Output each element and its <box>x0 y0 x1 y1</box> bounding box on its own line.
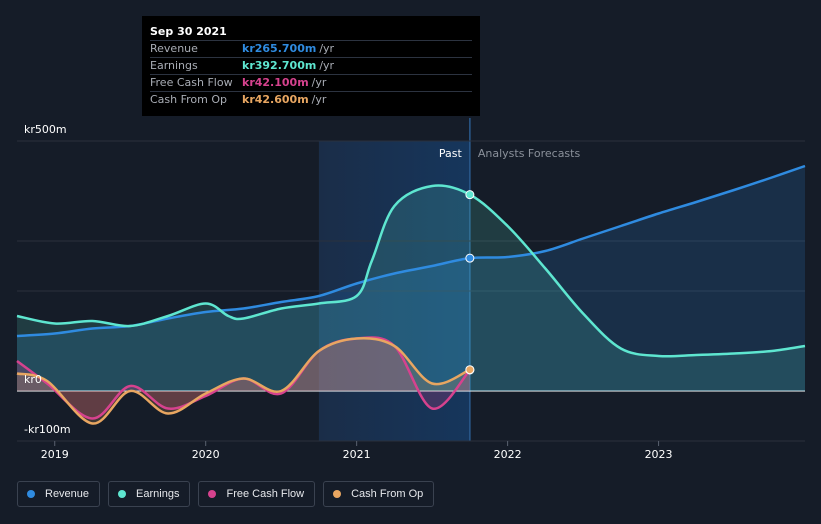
y-tick-label: -kr100m <box>24 423 71 436</box>
tooltip-label: Revenue <box>150 42 198 55</box>
x-tick-label: 2020 <box>192 448 220 461</box>
legend-item-cash-from-op[interactable]: Cash From Op <box>323 481 435 507</box>
legend-label: Cash From Op <box>351 488 424 500</box>
legend-dot-icon <box>27 490 35 498</box>
forecast-label: Analysts Forecasts <box>478 147 581 160</box>
series-area-free-cash-flow <box>17 337 470 419</box>
legend-label: Earnings <box>136 488 180 500</box>
legend-dot-icon <box>333 490 342 498</box>
legend-item-free-cash-flow[interactable]: Free Cash Flow <box>198 481 316 507</box>
legend-label: Free Cash Flow <box>226 488 305 500</box>
x-tick-label: 2022 <box>494 448 522 461</box>
data-point-cash-from-op <box>465 365 475 375</box>
tooltip-row-free-cash-flow: Free Cash Flow kr42.100m /yr <box>150 74 472 91</box>
past-label: Past <box>439 147 463 160</box>
legend-dot-icon <box>208 490 217 498</box>
series-area-revenue <box>17 166 805 391</box>
tooltip-label: Cash From Op <box>150 93 228 106</box>
tooltip-value: kr392.700m <box>242 59 317 72</box>
data-point-revenue <box>465 253 475 263</box>
tooltip-unit: /yr <box>319 59 335 72</box>
data-point-earnings <box>465 190 475 200</box>
series-area-cash-from-op <box>17 338 470 424</box>
tooltip-row-earnings: Earnings kr392.700m /yr <box>150 57 472 74</box>
tooltip-label: Earnings <box>150 59 198 72</box>
tooltip-unit: /yr <box>319 42 335 55</box>
legend-label: Revenue <box>45 488 90 500</box>
x-tick-label: 2021 <box>343 448 371 461</box>
legend-item-revenue[interactable]: Revenue <box>17 481 101 507</box>
tooltip-value: kr42.100m <box>242 76 309 89</box>
tooltip-row-cash-from-op: Cash From Op kr42.600m /yr <box>150 91 472 108</box>
tooltip-value: kr265.700m <box>242 42 317 55</box>
legend-item-earnings[interactable]: Earnings <box>108 481 191 507</box>
tooltip-label: Free Cash Flow <box>150 76 233 89</box>
series-line-cash-from-op <box>16 337 471 425</box>
tooltip-unit: /yr <box>311 93 327 106</box>
tooltip-value: kr42.600m <box>242 93 309 106</box>
y-tick-label: kr0 <box>24 373 42 386</box>
x-tick-label: 2019 <box>41 448 69 461</box>
tooltip: Sep 30 2021 Revenue kr265.700m /yr Earni… <box>142 16 480 116</box>
y-tick-label: kr500m <box>24 123 67 136</box>
series-line-earnings <box>16 184 806 358</box>
tooltip-date: Sep 30 2021 <box>150 25 227 38</box>
x-tick-label: 2023 <box>645 448 673 461</box>
legend: Revenue Earnings Free Cash Flow Cash Fro… <box>17 481 442 507</box>
tooltip-row-revenue: Revenue kr265.700m /yr <box>150 40 472 57</box>
legend-dot-icon <box>118 490 127 498</box>
tooltip-unit: /yr <box>311 76 327 89</box>
